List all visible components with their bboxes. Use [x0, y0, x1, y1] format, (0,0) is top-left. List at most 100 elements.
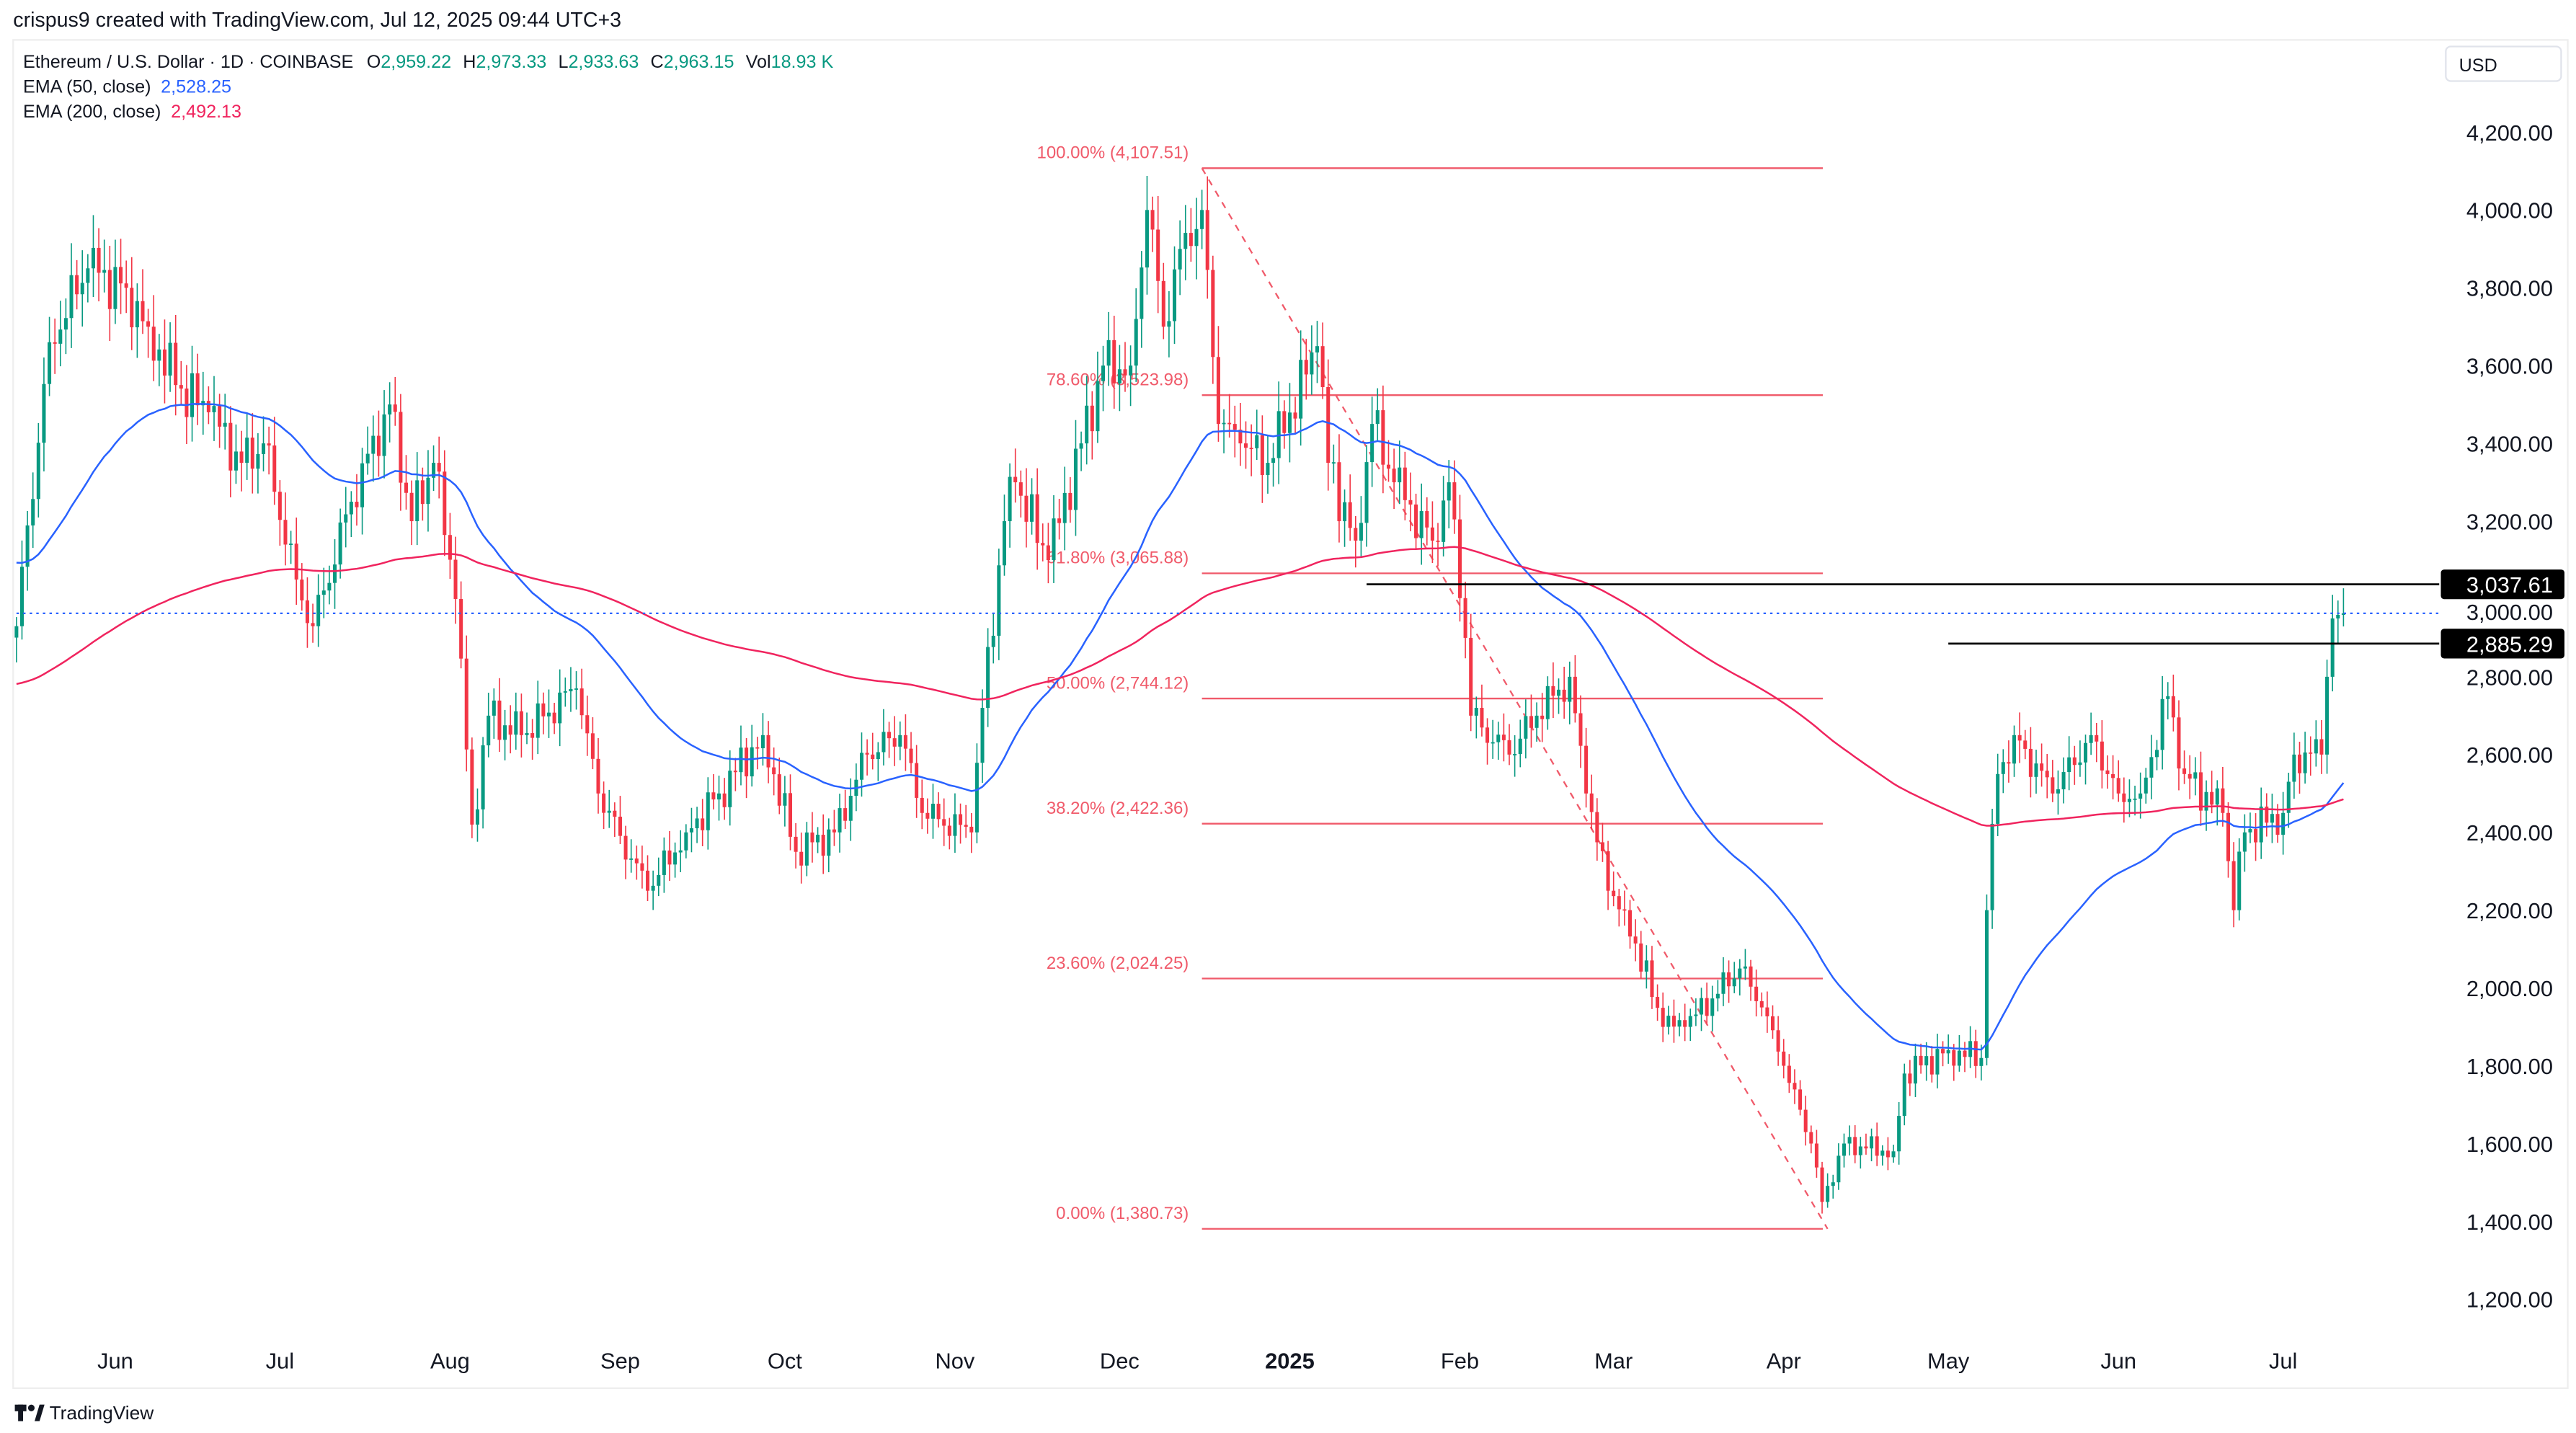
fib-retracement[interactable]: 100.00% (4,107.51) 78.60% (3,523.98) 61.80… — [1036, 143, 1829, 1230]
candle — [503, 709, 507, 760]
candle — [1403, 451, 1407, 520]
candle — [2067, 736, 2071, 791]
candle-body — [2330, 618, 2335, 677]
candle — [497, 678, 502, 753]
price-tick-label: 3,200.00 — [2466, 509, 2553, 534]
candle-body — [843, 808, 848, 821]
legend-ema50[interactable]: EMA (50, close) 2,528.25 — [23, 77, 231, 97]
candle-body — [53, 342, 57, 344]
candle — [1491, 719, 1495, 759]
candle-body — [1024, 495, 1029, 522]
price-axis[interactable]: 1,200.00 1,400.00 1,600.00 1,800.00 2,000.00… — [2440, 120, 2564, 1313]
candle — [2116, 760, 2120, 802]
candle-body — [706, 792, 710, 830]
candle-body — [272, 445, 277, 492]
candle — [97, 228, 101, 302]
candle — [1584, 727, 1589, 808]
legend-ema200[interactable]: EMA (200, close) 2,492.13 — [23, 102, 241, 122]
candle — [1870, 1128, 1874, 1162]
candle-body — [300, 579, 304, 600]
candle-body — [657, 874, 661, 886]
candle-body — [667, 850, 672, 865]
price-tick-label: 3,800.00 — [2466, 276, 2553, 301]
candle-body — [1200, 210, 1204, 229]
candle — [453, 536, 458, 624]
candle — [1727, 960, 1731, 1003]
candle-body — [931, 804, 935, 819]
candle-body — [86, 268, 90, 283]
candle-body — [289, 544, 293, 546]
candle — [1671, 999, 1676, 1043]
candle — [969, 812, 974, 853]
candle-body — [711, 792, 716, 800]
candle — [1013, 448, 1018, 503]
candle-body — [107, 270, 112, 309]
candle — [141, 269, 145, 334]
candle-body — [1266, 463, 1270, 475]
candle-body — [1205, 210, 1209, 270]
candle-body — [1683, 1020, 1687, 1027]
candle-body — [969, 826, 974, 833]
candle-body — [1381, 410, 1385, 465]
currency-button[interactable]: USD — [2445, 45, 2562, 82]
candle — [1145, 175, 1149, 295]
candle-body — [2001, 762, 2005, 774]
candle-body — [1973, 1041, 1978, 1066]
candle-body — [239, 451, 244, 463]
candle-body — [2275, 814, 2280, 835]
horizontal-lines[interactable] — [16, 583, 2440, 645]
candle — [1381, 385, 1385, 494]
candle — [58, 301, 63, 367]
candle — [2122, 777, 2126, 823]
candle — [1359, 496, 1363, 557]
candle-body — [799, 851, 804, 866]
candle-body — [1386, 464, 1390, 469]
candle-body — [228, 422, 233, 471]
candle — [1447, 460, 1451, 529]
legend-ohlc: Ethereum / U.S. Dollar · 1D · COINBASE O… — [23, 52, 833, 72]
candle — [827, 818, 831, 873]
candle-body — [1293, 412, 1297, 419]
candle-body — [1315, 346, 1320, 352]
candle-body — [25, 525, 30, 567]
candle — [2182, 750, 2187, 784]
candle — [2034, 750, 2038, 794]
fib-level-label: 23.60% (2,024.25) — [1047, 954, 1189, 973]
candle-body — [1891, 1151, 1896, 1158]
candle-body — [760, 735, 765, 749]
candle — [2154, 740, 2159, 771]
price-tick-label: 2,800.00 — [2466, 665, 2553, 690]
candle-body — [376, 435, 381, 456]
candle-body — [1573, 676, 1577, 714]
candle — [294, 517, 298, 605]
price-label-box — [2440, 629, 2564, 659]
candle — [355, 474, 359, 526]
candle-body — [1085, 405, 1089, 444]
candle — [1117, 345, 1122, 412]
price-tick-label: 1,200.00 — [2466, 1287, 2553, 1313]
candle-body — [777, 774, 781, 806]
candle-body — [1227, 422, 1232, 425]
candle — [2144, 768, 2148, 804]
candle — [1776, 1016, 1780, 1066]
candle-body — [1173, 269, 1177, 321]
time-axis[interactable]: Jun Jul Aug Sep Oct Nov Dec 2025 Feb Mar Apr May Jun… — [97, 1348, 2297, 1373]
tradingview-logo[interactable]: TradingView — [14, 1402, 155, 1424]
candle — [2188, 755, 2192, 799]
candle — [777, 757, 781, 815]
candle — [1699, 988, 1704, 1032]
candle-body — [1156, 229, 1160, 281]
candle-body — [1491, 742, 1495, 744]
candle-body — [1880, 1150, 1885, 1156]
candle-body — [1908, 1073, 1912, 1084]
candle — [678, 830, 683, 872]
candle — [349, 491, 353, 538]
candle — [2095, 722, 2099, 763]
candle — [283, 492, 288, 566]
candle — [1963, 1042, 1967, 1073]
candle-body — [1331, 462, 1336, 464]
candle-body — [832, 829, 836, 833]
candle-body — [1485, 727, 1490, 743]
candle-body — [2292, 754, 2296, 782]
